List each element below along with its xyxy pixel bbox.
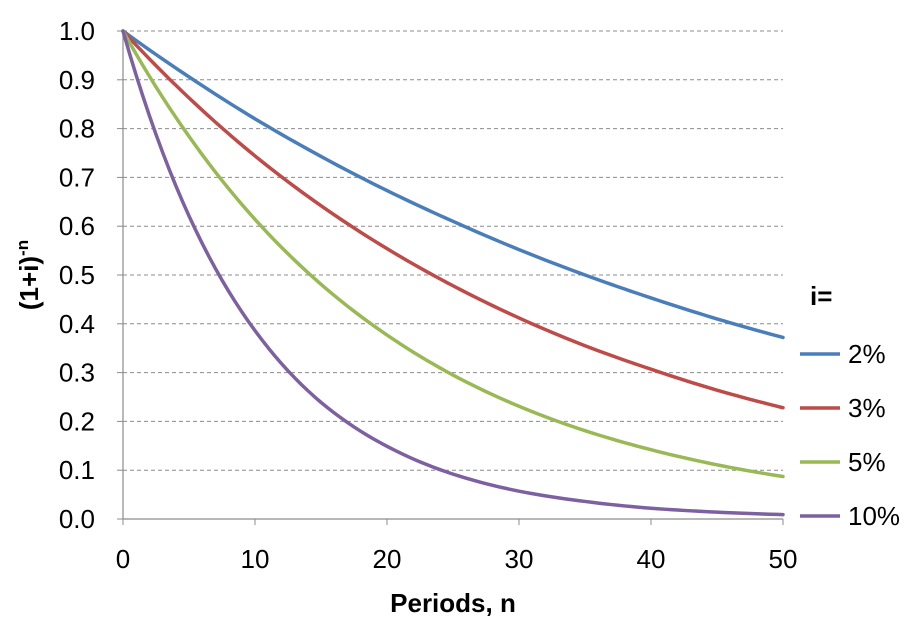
series-line-2pct xyxy=(121,29,785,340)
x-tick-label: 10 xyxy=(241,544,270,574)
y-tick-label: 0.5 xyxy=(59,260,95,290)
series-line-5pct xyxy=(121,29,785,479)
legend-title: i= xyxy=(810,281,832,311)
x-tick-label: 0 xyxy=(116,544,130,574)
series-line-3pct xyxy=(121,29,785,410)
y-tick-label: 0.3 xyxy=(59,358,95,388)
x-tick-labels: 0 10 20 30 40 50 xyxy=(116,544,798,574)
legend-label: 3% xyxy=(848,393,886,423)
gridlines xyxy=(117,30,784,525)
y-tick-label: 0.0 xyxy=(59,504,95,534)
y-tick-label: 0.6 xyxy=(59,211,95,241)
x-tick-label: 50 xyxy=(769,544,798,574)
series-lines xyxy=(121,29,785,517)
y-axis-title: (1+i)-n xyxy=(13,240,44,310)
x-tick-label: 20 xyxy=(373,544,402,574)
y-tick-label: 0.2 xyxy=(59,406,95,436)
y-tick-labels: 0.0 0.1 0.2 0.3 0.4 0.5 0.6 0.7 0.8 0.9 1.0 xyxy=(59,16,95,534)
legend-label: 10% xyxy=(848,501,900,531)
series-line-10pct xyxy=(121,29,785,517)
legend-label: 2% xyxy=(848,339,886,369)
y-tick-label: 0.7 xyxy=(59,162,95,192)
y-axis-title-base: (1+i) xyxy=(14,256,44,310)
y-tick-label: 1.0 xyxy=(59,16,95,46)
y-tick-label: 0.4 xyxy=(59,309,95,339)
legend-label: 5% xyxy=(848,447,886,477)
y-tick-label: 0.8 xyxy=(59,114,95,144)
legend: i= 2% 3% 5% 10% xyxy=(800,281,900,531)
axes xyxy=(122,31,783,520)
x-tick-label: 30 xyxy=(505,544,534,574)
y-tick-label: 0.9 xyxy=(59,65,95,95)
y-tick-label: 0.1 xyxy=(59,455,95,485)
x-axis-title: Periods, n xyxy=(390,588,516,618)
y-axis-title-exponent: -n xyxy=(13,240,32,256)
x-tick-label: 40 xyxy=(637,544,666,574)
